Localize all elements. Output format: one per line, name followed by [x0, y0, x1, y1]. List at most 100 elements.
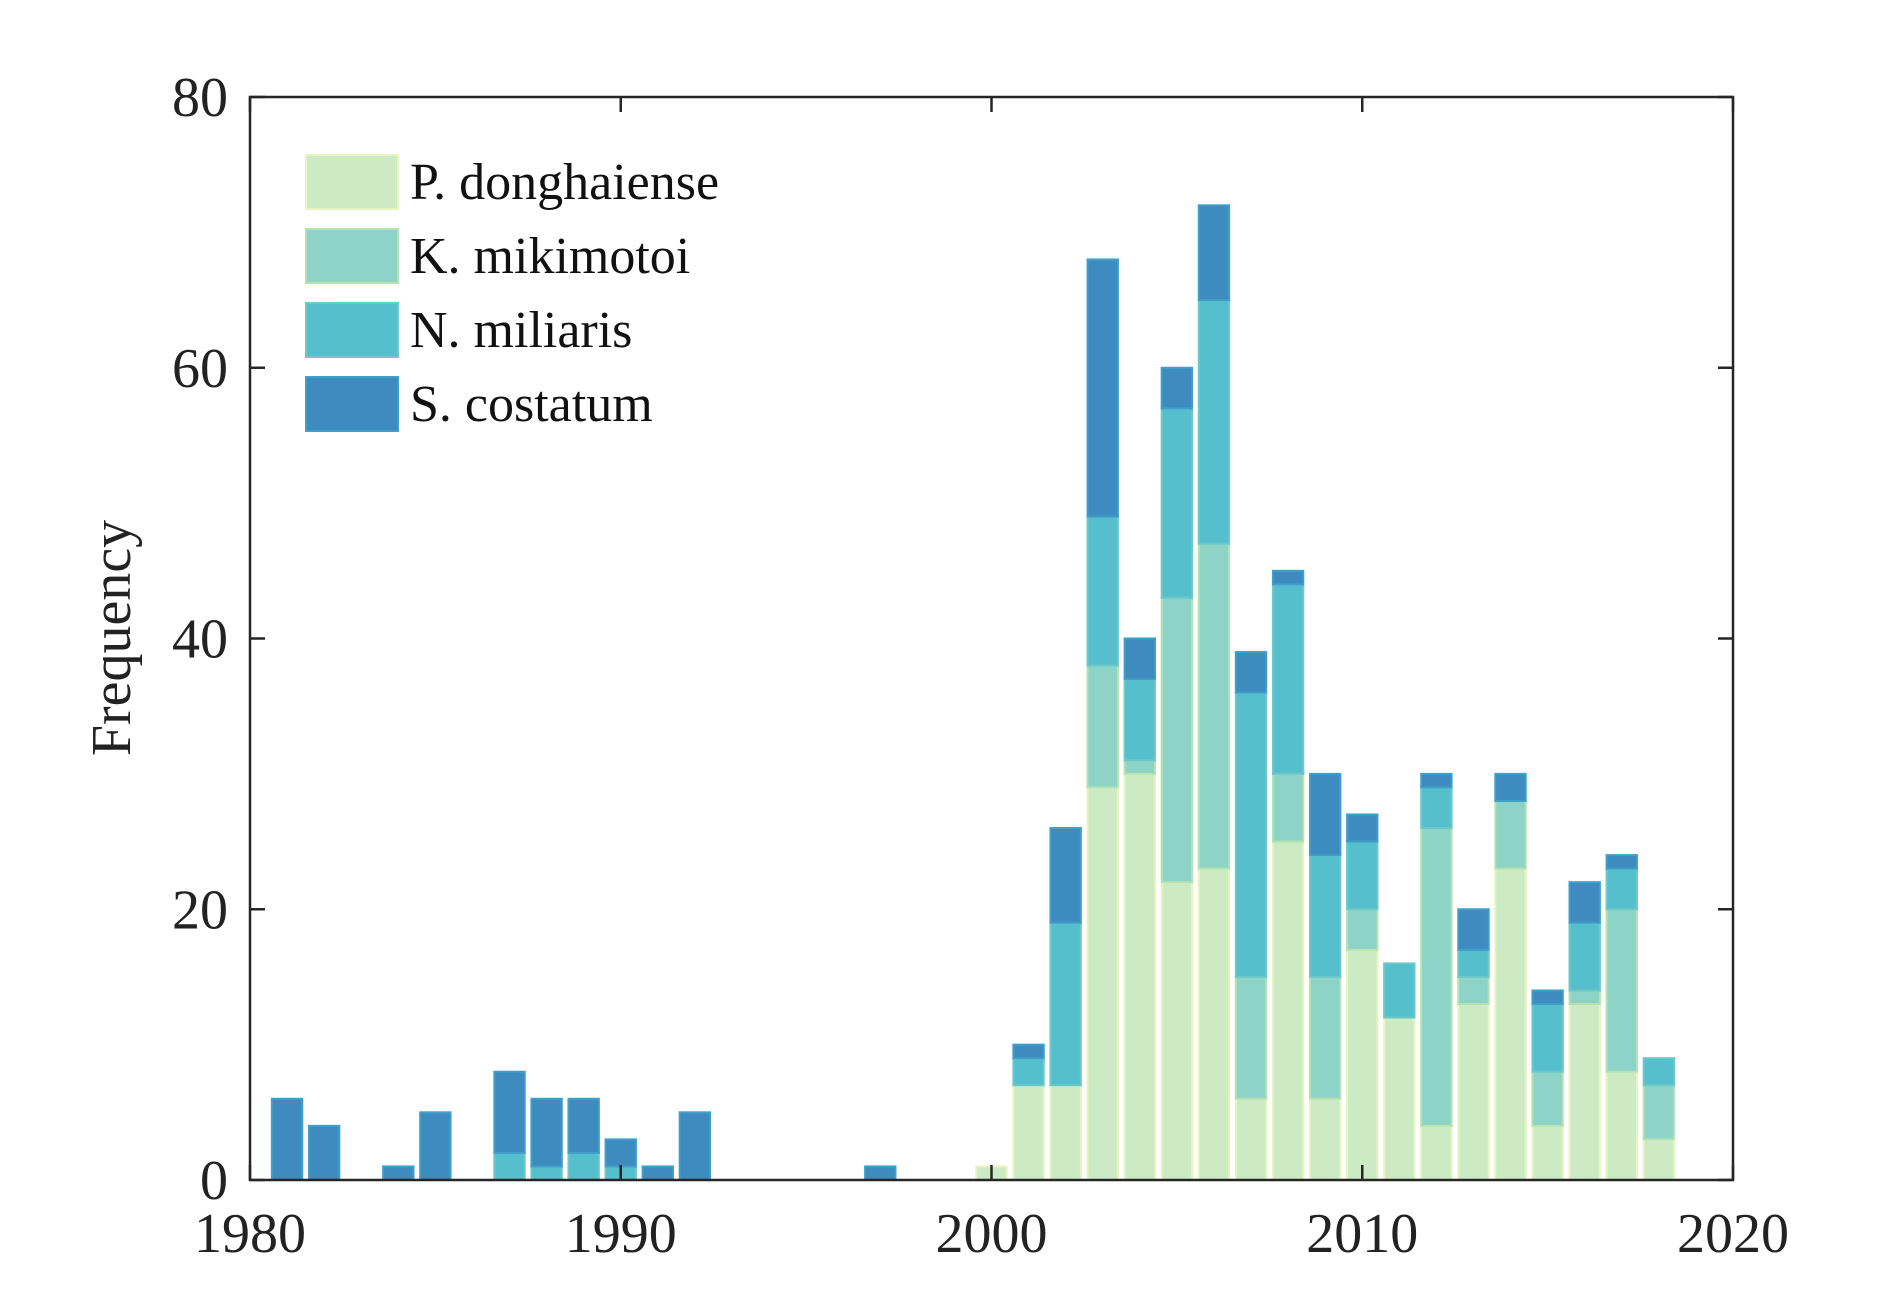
bar-2001-n-miliaris	[1012, 1057, 1045, 1087]
bar-2014-s-costatum	[1494, 772, 1527, 802]
bar-1997-s-costatum	[864, 1165, 897, 1181]
bar-1989-n-miliaris	[567, 1151, 600, 1182]
bar-2010-n-miliaris	[1346, 840, 1379, 911]
bar-2006-n-miliaris	[1197, 299, 1231, 545]
bar-2003-s-costatum	[1086, 258, 1119, 518]
y-tick-label: 0	[200, 1150, 228, 1212]
x-tick-label: 2020	[1677, 1203, 1789, 1265]
bar-1990-s-costatum	[604, 1138, 637, 1168]
bar-2017-k-mikimotoi	[1605, 908, 1638, 1073]
bar-2012-n-miliaris	[1420, 786, 1453, 830]
x-tick-label: 1990	[565, 1203, 677, 1265]
bar-2018-n-miliaris	[1642, 1057, 1676, 1087]
bar-2004-p-donghaiense	[1123, 772, 1156, 1182]
bar-2014-p-donghaiense	[1494, 867, 1527, 1181]
legend-swatch	[305, 228, 399, 284]
bar-2009-p-donghaiense	[1308, 1097, 1342, 1182]
bar-2006-k-mikimotoi	[1197, 542, 1231, 870]
y-tick-label: 20	[172, 879, 228, 941]
bars-layer	[270, 204, 1676, 1182]
bar-2012-s-costatum	[1420, 772, 1453, 789]
bar-2018-p-donghaiense	[1642, 1138, 1676, 1182]
bar-2005-s-costatum	[1160, 366, 1194, 410]
bar-2009-n-miliaris	[1308, 854, 1342, 978]
bar-2001-s-costatum	[1012, 1043, 1045, 1060]
bar-2004-k-mikimotoi	[1123, 759, 1156, 775]
bar-2006-s-costatum	[1197, 204, 1231, 302]
bar-1989-s-costatum	[567, 1097, 600, 1154]
bar-2016-s-costatum	[1568, 881, 1601, 924]
bar-2015-k-mikimotoi	[1531, 1070, 1564, 1127]
bar-2007-n-miliaris	[1234, 691, 1268, 978]
y-tick-label: 40	[172, 609, 228, 671]
bar-2015-n-miliaris	[1531, 1003, 1564, 1073]
bar-2017-n-miliaris	[1605, 867, 1638, 911]
bar-2007-s-costatum	[1234, 651, 1268, 694]
x-tick-label: 2010	[1306, 1203, 1418, 1265]
bar-1992-s-costatum	[678, 1111, 712, 1182]
legend-swatch	[305, 302, 399, 358]
bar-2012-p-donghaiense	[1420, 1124, 1453, 1181]
bar-2017-s-costatum	[1605, 854, 1638, 870]
bar-2007-k-mikimotoi	[1234, 975, 1268, 1100]
bar-2016-p-donghaiense	[1568, 1003, 1601, 1182]
plot-frame	[248, 95, 1735, 1182]
bar-1985-s-costatum	[419, 1111, 452, 1182]
x-tick-labels: 1980 1990 2000 2010 2020	[194, 1203, 1789, 1265]
legend-label: S. costatum	[410, 376, 653, 433]
legend: P. donghaiense K. mikimotoi N. miliaris S. …	[305, 154, 719, 433]
bar-2015-s-costatum	[1531, 989, 1564, 1006]
bar-2015-p-donghaiense	[1531, 1124, 1564, 1181]
bar-2005-k-mikimotoi	[1160, 596, 1194, 884]
bar-2011-n-miliaris	[1383, 962, 1416, 1019]
y-tick-label: 80	[172, 67, 228, 129]
bar-2002-p-donghaiense	[1049, 1084, 1082, 1181]
bar-2006-p-donghaiense	[1197, 867, 1231, 1181]
bar-2009-k-mikimotoi	[1308, 975, 1342, 1100]
bar-2013-n-miliaris	[1457, 948, 1490, 978]
bar-1984-s-costatum	[382, 1165, 415, 1181]
bar-2003-p-donghaiense	[1086, 786, 1119, 1181]
bar-2011-p-donghaiense	[1383, 1016, 1416, 1181]
legend-swatch	[305, 154, 399, 210]
y-tick-label: 60	[172, 338, 228, 400]
bar-2010-s-costatum	[1346, 813, 1379, 843]
bar-2008-s-costatum	[1271, 569, 1305, 586]
y-tick-labels: 0 20 40 60 80	[172, 67, 228, 1212]
bar-2016-k-mikimotoi	[1568, 989, 1601, 1006]
bar-2017-p-donghaiense	[1605, 1070, 1638, 1181]
y-axis-title: Frequency	[81, 520, 143, 756]
legend-label: K. mikimotoi	[410, 228, 690, 285]
x-tick-label: 2000	[936, 1203, 1048, 1265]
bar-2005-p-donghaiense	[1160, 881, 1194, 1181]
bar-2010-k-mikimotoi	[1346, 908, 1379, 951]
bar-1982-s-costatum	[307, 1124, 341, 1181]
bar-2008-k-mikimotoi	[1271, 772, 1305, 843]
bar-2001-p-donghaiense	[1012, 1084, 1045, 1181]
bar-2013-p-donghaiense	[1457, 1003, 1490, 1182]
bar-2009-s-costatum	[1308, 772, 1342, 857]
bar-1987-s-costatum	[493, 1070, 526, 1154]
legend-label: N. miliaris	[410, 302, 632, 359]
bar-2018-k-mikimotoi	[1642, 1084, 1676, 1141]
bar-2016-n-miliaris	[1568, 921, 1601, 992]
bar-2014-k-mikimotoi	[1494, 799, 1527, 870]
x-tick-label: 1980	[194, 1203, 306, 1265]
bar-2005-n-miliaris	[1160, 407, 1194, 599]
bar-2010-p-donghaiense	[1346, 948, 1379, 1181]
bar-2004-n-miliaris	[1123, 678, 1156, 762]
bar-1988-s-costatum	[530, 1097, 563, 1168]
bar-2008-p-donghaiense	[1271, 840, 1305, 1181]
bar-2003-k-mikimotoi	[1086, 664, 1119, 789]
legend-label: P. donghaiense	[410, 154, 719, 211]
bar-2012-k-mikimotoi	[1420, 827, 1453, 1127]
bar-1988-n-miliaris	[530, 1165, 563, 1181]
bar-1987-n-miliaris	[493, 1151, 526, 1182]
bar-2008-n-miliaris	[1271, 583, 1305, 775]
legend-swatch	[305, 376, 399, 432]
bar-2003-n-miliaris	[1086, 515, 1119, 667]
bar-2013-s-costatum	[1457, 908, 1490, 951]
bar-2007-p-donghaiense	[1234, 1097, 1268, 1182]
bar-2002-s-costatum	[1049, 827, 1082, 924]
